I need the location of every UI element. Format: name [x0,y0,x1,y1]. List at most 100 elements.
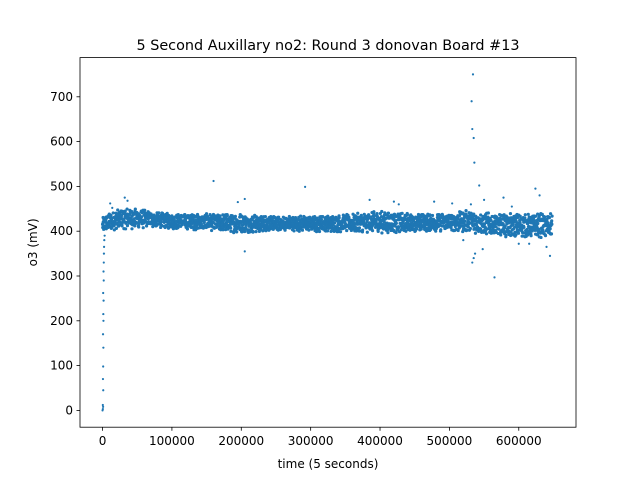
x-tick-label: 200000 [218,434,264,448]
data-point [251,230,255,234]
data-point [368,198,371,201]
data-point [382,227,386,231]
data-point [139,215,144,219]
data-point [221,228,225,232]
data-point [471,261,474,264]
x-tick-label: 400000 [357,434,403,448]
data-point [111,211,115,215]
data-point [300,228,305,232]
data-point [473,161,476,164]
data-point [453,224,457,229]
data-point [499,233,503,237]
data-point [345,228,349,233]
data-point [508,212,513,216]
data-point [101,407,104,411]
data-point [208,212,212,217]
y-tick-label: 400 [50,224,73,238]
data-point [394,230,398,235]
data-point [539,235,543,240]
data-point [184,220,188,224]
data-point [514,233,518,237]
data-point [473,252,477,255]
data-point [296,218,300,222]
data-point [157,211,161,215]
data-point [548,212,553,216]
data-point [319,217,323,221]
data-point [472,256,475,260]
data-point [243,197,246,201]
data-point [533,228,537,232]
data-point [518,221,522,225]
data-point [185,227,190,231]
data-point [522,225,526,229]
data-point [525,227,529,231]
data-point [259,214,263,219]
data-point [534,214,538,218]
data-point [548,227,552,231]
data-point [375,211,379,216]
data-point [419,227,423,231]
data-point [116,208,120,212]
data-point [111,206,114,209]
data-point [471,73,475,76]
data-point [222,218,226,223]
data-point [456,228,460,233]
data-point [204,212,209,216]
data-point [428,213,432,217]
data-point [478,184,481,187]
data-point [395,214,399,219]
data-point [382,213,386,217]
y-axis-ticks: 0 100 200 300 400 500 600 700 [50,90,80,417]
data-point [536,221,540,226]
data-point [405,212,410,217]
data-point [236,200,239,204]
data-point [549,232,554,236]
data-point [317,229,322,234]
data-point [515,216,520,220]
data-point [102,319,105,322]
data-point [313,214,317,219]
data-point [210,228,214,233]
data-point [337,216,341,220]
data-point [123,196,126,199]
data-point [380,209,384,214]
data-point [254,230,258,234]
data-point [545,245,548,248]
data-point [534,187,537,190]
data-point [270,217,274,221]
data-point [397,225,401,229]
data-point [101,403,104,407]
data-point [102,252,106,255]
data-point [434,229,438,233]
data-point [101,333,105,336]
data-point [482,198,486,201]
data-point [225,220,229,224]
x-tick-label: 0 [99,434,107,448]
data-point [141,226,145,230]
data-point [430,213,435,218]
data-point [249,221,253,225]
data-point [523,216,527,220]
data-point [526,212,530,216]
data-point [304,185,307,188]
data-point [244,223,248,227]
data-point [102,389,105,392]
data-point [386,211,391,215]
data-point [538,194,541,197]
data-point [102,245,106,248]
data-point [123,227,128,231]
data-point [397,203,400,206]
data-point [486,211,490,215]
data-point [242,229,247,234]
axes-frame [79,57,577,428]
data-point [484,232,489,236]
data-point [102,312,105,316]
data-point [481,248,484,251]
data-point [243,250,246,253]
data-point [528,242,531,245]
data-point [102,291,105,295]
y-tick-label: 200 [50,314,73,328]
data-point [464,209,468,213]
data-point [120,224,124,228]
